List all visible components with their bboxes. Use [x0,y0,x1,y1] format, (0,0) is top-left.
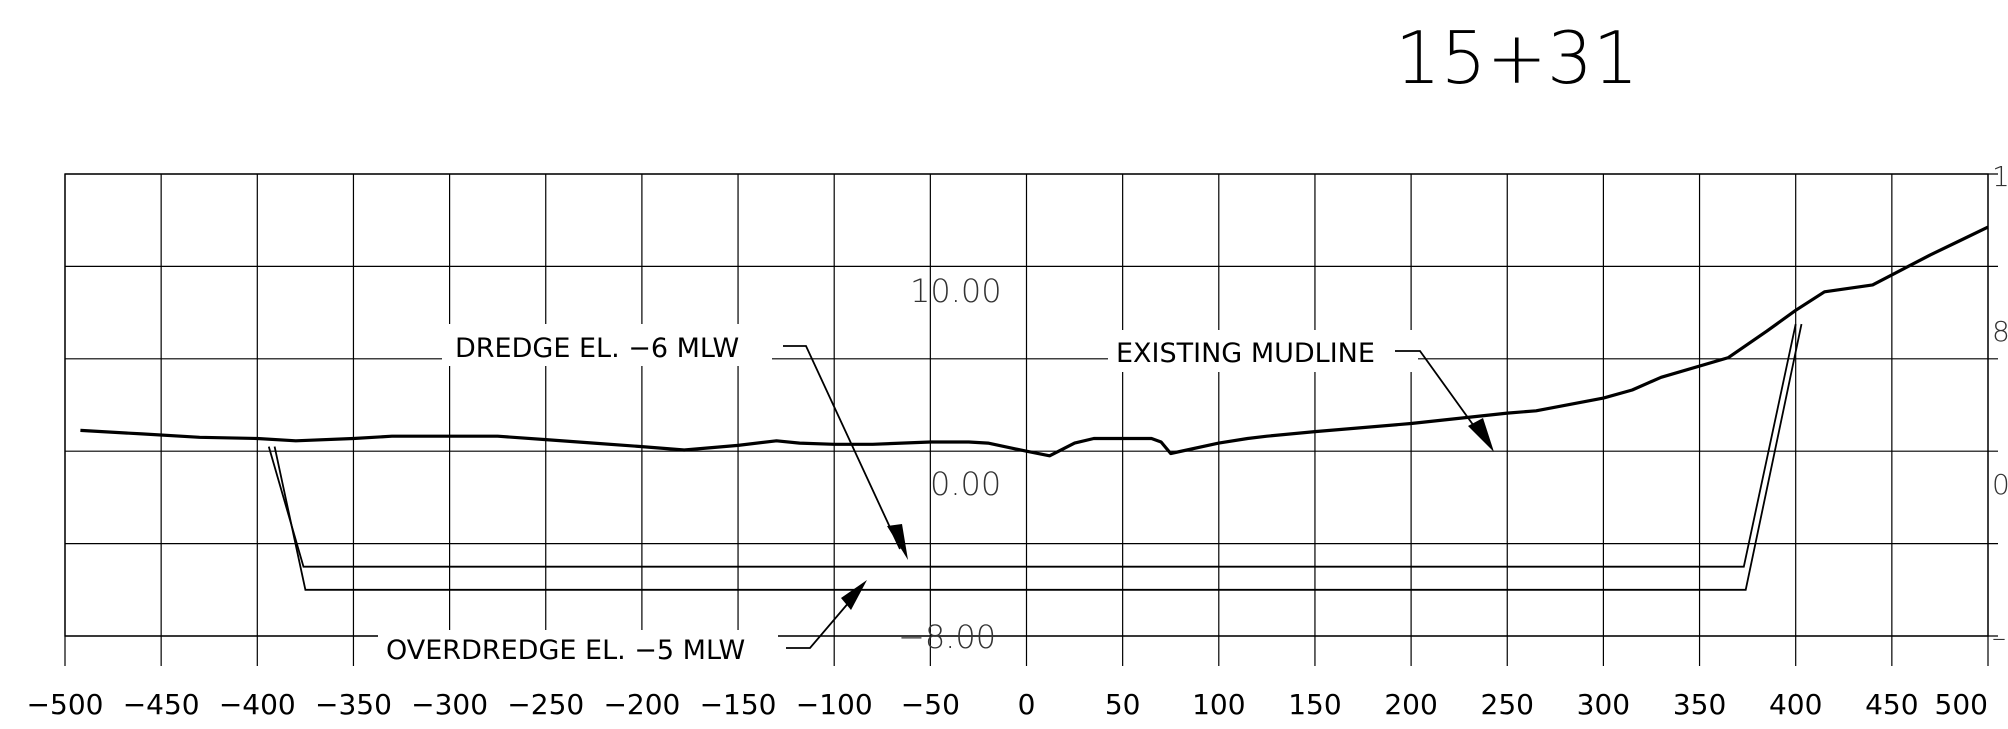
overdredge-arrowhead [841,580,867,610]
x-axis-tick-labels: −500 −450 −400 −350 −300 −250 −200 −150 −100 −50 0… [27,688,1988,721]
overdredge-callout: OVERDREDGE EL. −5 MLW [386,635,745,666]
mudline-leader [1395,350,1485,441]
x-tick-label: −400 [219,688,296,721]
right-axis-label: – [1992,621,2006,654]
x-tick-label: 0 [1018,688,1036,721]
vertical-grid-lines [64,174,1989,666]
x-tick-label: −500 [27,688,104,721]
existing-mudline [80,225,1989,458]
station-label: 15+31 [1395,16,1639,100]
elevation-label-0: 0.00 [930,465,1001,503]
x-tick-label: −200 [603,688,680,721]
x-tick-label: 200 [1384,688,1437,721]
x-tick-label: 350 [1673,688,1726,721]
x-tick-label: 500 [1935,688,1988,721]
overdredge-template-line [267,323,1797,568]
mudline-series [80,225,1989,458]
right-axis-labels: 1 8 0 – [1992,160,2008,654]
mudline-arrowhead [1468,418,1494,452]
overdredge-leader [786,593,857,649]
x-tick-label: 50 [1105,688,1141,721]
right-axis-label: 0 [1992,468,2008,501]
elevation-label-minus-8: −8.00 [898,618,996,656]
plot-frame [64,173,1989,637]
dredge-leader [783,345,901,550]
right-axis-label: 1 [1992,160,2008,193]
x-tick-label: 250 [1481,688,1534,721]
x-tick-label: −350 [315,688,392,721]
elevation-label-10: 10.00 [910,272,1002,310]
dredge-arrowhead [887,524,908,560]
x-tick-label: −300 [411,688,488,721]
x-tick-label: −150 [700,688,777,721]
x-tick-label: −50 [901,688,960,721]
mudline-callout: EXISTING MUDLINE [1116,338,1375,369]
x-tick-label: 400 [1769,688,1822,721]
x-tick-label: −100 [796,688,873,721]
x-tick-label: −450 [123,688,200,721]
x-tick-label: 100 [1192,688,1245,721]
x-tick-label: 450 [1865,688,1918,721]
x-tick-label: −250 [507,688,584,721]
x-tick-label: 150 [1288,688,1341,721]
overdredge-series [267,323,1797,568]
right-axis-label: 8 [1992,315,2008,348]
dredge-callout: DREDGE EL. −6 MLW [455,333,739,364]
x-tick-label: 300 [1577,688,1630,721]
